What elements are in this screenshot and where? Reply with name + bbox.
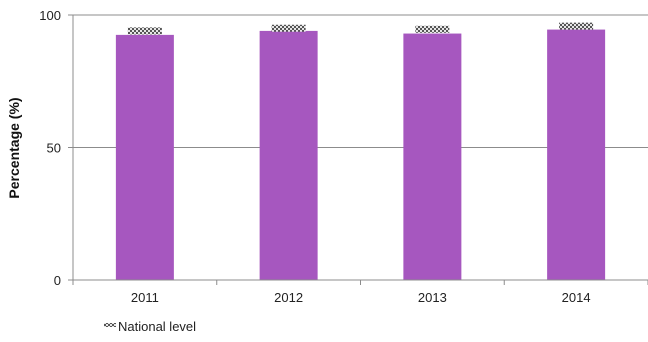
y-tick-label: 0: [54, 273, 61, 288]
axes: 0 50 100 2011 2012 2013 2014: [39, 8, 648, 305]
national-level-marker-2012: [271, 24, 306, 32]
bar-2011: [115, 34, 174, 280]
legend-label-national-level: National level: [118, 319, 196, 334]
bars: [115, 29, 606, 281]
bar-2013: [403, 33, 462, 280]
national-level-marker-2013: [415, 25, 450, 33]
y-tick-label: 100: [39, 8, 61, 23]
x-tick-label: 2013: [418, 290, 447, 305]
y-axis-label: Percentage (%): [6, 97, 22, 198]
x-tick-label: 2011: [131, 290, 159, 305]
y-tick-label: 50: [47, 141, 61, 156]
legend-swatch-national-level: [104, 323, 116, 327]
legend: National level: [104, 319, 196, 334]
x-tick-label: 2014: [562, 290, 591, 305]
national-level-marker-2014: [559, 22, 594, 30]
x-tick-label: 2012: [274, 290, 303, 305]
bar-2014: [547, 29, 606, 281]
national-level-markers: [127, 22, 594, 35]
bar-2012: [259, 30, 318, 281]
national-level-marker-2011: [127, 27, 162, 35]
